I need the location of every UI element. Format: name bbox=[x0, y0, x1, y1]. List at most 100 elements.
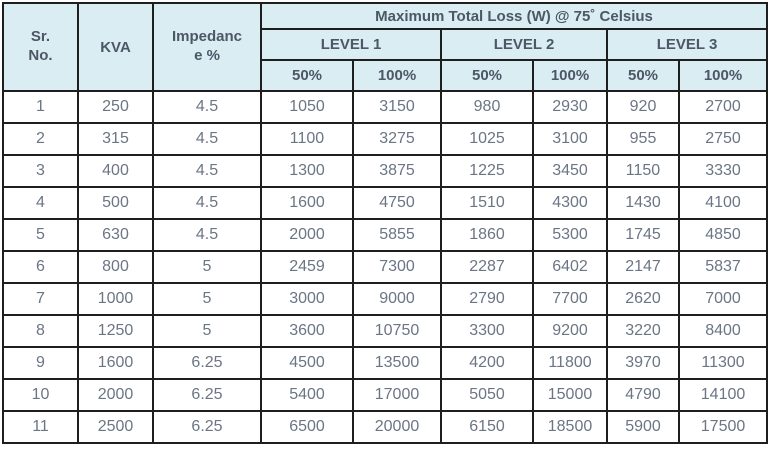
column-header-impedance: Impedanc e % bbox=[152, 2, 262, 92]
column-header-level1-100: 100% bbox=[352, 59, 442, 92]
table-cell: 3100 bbox=[532, 122, 608, 156]
table-cell: 1 bbox=[2, 90, 79, 124]
table-cell: 1600 bbox=[77, 346, 154, 380]
table-cell: 500 bbox=[77, 186, 154, 220]
table-cell: 17500 bbox=[677, 410, 768, 444]
table-row: 9 1600 6.25 4500 13500 4200 11800 3970 11300 bbox=[2, 346, 768, 380]
table-cell: 4.5 bbox=[152, 218, 262, 252]
table-cell: 400 bbox=[77, 154, 154, 188]
table-cell: 17000 bbox=[352, 378, 442, 412]
column-header-kva: KVA bbox=[77, 2, 154, 92]
table-cell: 10 bbox=[2, 378, 79, 412]
table-cell: 2000 bbox=[77, 378, 154, 412]
column-header-sr-no-line2: No. bbox=[28, 47, 53, 64]
column-header-level3-100: 100% bbox=[677, 59, 768, 92]
table-cell: 8 bbox=[2, 314, 79, 348]
table-cell: 3150 bbox=[352, 90, 442, 124]
table-cell: 980 bbox=[440, 90, 534, 124]
table-cell: 5 bbox=[152, 314, 262, 348]
table-cell: 6 bbox=[2, 250, 79, 284]
table-cell: 2500 bbox=[77, 410, 154, 444]
table-cell: 18500 bbox=[532, 410, 608, 444]
table-cell: 4200 bbox=[440, 346, 534, 380]
table-cell: 4790 bbox=[606, 378, 680, 412]
table-cell: 8400 bbox=[677, 314, 768, 348]
table-cell: 5900 bbox=[606, 410, 680, 444]
table-row: 11 2500 6.25 6500 20000 6150 18500 5900 17500 bbox=[2, 410, 768, 444]
table-row: 2 315 4.5 1100 3275 1025 3100 955 2750 bbox=[2, 122, 768, 156]
table-cell: 7000 bbox=[677, 282, 768, 316]
table-cell: 5 bbox=[2, 218, 79, 252]
table-cell: 10750 bbox=[352, 314, 442, 348]
table-cell: 6500 bbox=[260, 410, 354, 444]
table-cell: 11 bbox=[2, 410, 79, 444]
table-cell: 14100 bbox=[677, 378, 768, 412]
table-cell: 4.5 bbox=[152, 154, 262, 188]
table-cell: 11300 bbox=[677, 346, 768, 380]
table-cell: 3600 bbox=[260, 314, 354, 348]
table-cell: 4300 bbox=[532, 186, 608, 220]
table-cell: 5 bbox=[152, 250, 262, 284]
table-cell: 5300 bbox=[532, 218, 608, 252]
table-cell: 3875 bbox=[352, 154, 442, 188]
table-cell: 4500 bbox=[260, 346, 354, 380]
table-cell: 920 bbox=[606, 90, 680, 124]
column-header-level2-50: 50% bbox=[440, 59, 534, 92]
table-cell: 4750 bbox=[352, 186, 442, 220]
table-row: 6 800 5 2459 7300 2287 6402 2147 5837 bbox=[2, 250, 768, 284]
table-cell: 13500 bbox=[352, 346, 442, 380]
table-cell: 2147 bbox=[606, 250, 680, 284]
table-cell: 955 bbox=[606, 122, 680, 156]
table-cell: 5050 bbox=[440, 378, 534, 412]
table-cell: 4850 bbox=[677, 218, 768, 252]
column-header-sr-no-line1: Sr. bbox=[30, 28, 51, 46]
table-cell: 2790 bbox=[440, 282, 534, 316]
table-cell: 2287 bbox=[440, 250, 534, 284]
table-cell: 2620 bbox=[606, 282, 680, 316]
table-cell: 3330 bbox=[677, 154, 768, 188]
table-cell: 9 bbox=[2, 346, 79, 380]
header-row-loads: 50% 100% 50% 100% 50% 100% bbox=[3, 59, 768, 92]
table-cell: 4100 bbox=[677, 186, 768, 220]
table-cell: 1745 bbox=[606, 218, 680, 252]
header-row-title: Sr. No. KVA Impedanc e % Maximum Total L… bbox=[2, 2, 768, 92]
table-cell: 3300 bbox=[440, 314, 534, 348]
table-cell: 3275 bbox=[352, 122, 442, 156]
table-cell: 1860 bbox=[440, 218, 534, 252]
table-cell: 2700 bbox=[677, 90, 768, 124]
table-cell: 5 bbox=[152, 282, 262, 316]
table-cell: 1100 bbox=[260, 122, 354, 156]
column-group-level-3: LEVEL 3 bbox=[605, 28, 768, 61]
table-cell: 800 bbox=[77, 250, 154, 284]
table-cell: 6150 bbox=[440, 410, 534, 444]
loss-table: Sr. No. KVA Impedanc e % Maximum Total L… bbox=[2, 2, 768, 444]
table-row: 3 400 4.5 1300 3875 1225 3450 1150 3330 bbox=[2, 154, 768, 188]
column-group-level-1: LEVEL 1 bbox=[260, 28, 442, 61]
table-cell: 3970 bbox=[606, 346, 680, 380]
table-title: Maximum Total Loss (W) @ 75˚ Celsius bbox=[259, 2, 768, 30]
table-cell: 1430 bbox=[606, 186, 680, 220]
table-cell: 1600 bbox=[260, 186, 354, 220]
table-cell: 9000 bbox=[352, 282, 442, 316]
table-cell: 3450 bbox=[532, 154, 608, 188]
table-row: 10 2000 6.25 5400 17000 5050 15000 4790 14100 bbox=[2, 378, 768, 412]
table-cell: 20000 bbox=[352, 410, 442, 444]
table-cell: 2459 bbox=[260, 250, 354, 284]
column-header-level3-50: 50% bbox=[606, 59, 680, 92]
column-header-sr-no: Sr. No. bbox=[2, 2, 79, 92]
table-cell: 2750 bbox=[677, 122, 768, 156]
table-cell: 3000 bbox=[260, 282, 354, 316]
table-cell: 7700 bbox=[532, 282, 608, 316]
table-cell: 1000 bbox=[77, 282, 154, 316]
column-group-level-2: LEVEL 2 bbox=[440, 28, 608, 61]
table-body: 1 250 4.5 1050 3150 980 2930 920 2700 2 315 4.5 1100… bbox=[2, 90, 768, 444]
column-header-level1-50: 50% bbox=[260, 59, 354, 92]
table-cell: 1150 bbox=[606, 154, 680, 188]
table-cell: 6.25 bbox=[152, 378, 262, 412]
table-cell: 4.5 bbox=[152, 186, 262, 220]
table-cell: 250 bbox=[77, 90, 154, 124]
column-header-impedance-line1: Impedanc bbox=[171, 28, 243, 46]
table-cell: 2930 bbox=[532, 90, 608, 124]
table-cell: 1250 bbox=[77, 314, 154, 348]
